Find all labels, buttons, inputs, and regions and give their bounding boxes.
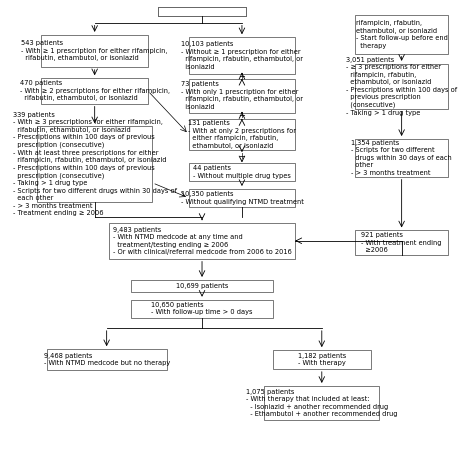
Text: 339 patients
- With ≥ 3 prescriptions for either rifampicin,
  rifabutin, ethamb: 339 patients - With ≥ 3 prescriptions fo… xyxy=(13,112,177,216)
FancyBboxPatch shape xyxy=(131,280,273,292)
Text: +: + xyxy=(238,152,246,161)
FancyBboxPatch shape xyxy=(41,78,148,104)
Text: 10,350 patients
- Without qualifying NTMD treatment: 10,350 patients - Without qualifying NTM… xyxy=(181,191,303,205)
FancyBboxPatch shape xyxy=(109,223,295,259)
FancyBboxPatch shape xyxy=(37,126,152,201)
FancyBboxPatch shape xyxy=(273,350,371,369)
Text: 44 patients
- Without multiple drug types: 44 patients - Without multiple drug type… xyxy=(193,165,291,179)
Text: 3,051 patients
- ≥ 3 prescriptions for either
  rifampicin, rfabutin,
  ethambut: 3,051 patients - ≥ 3 prescriptions for e… xyxy=(346,57,457,116)
Text: +: + xyxy=(238,111,246,120)
Text: 1,075 patients
- With therapy that included at least:
  - Isoniazid + another re: 1,075 patients - With therapy that inclu… xyxy=(246,389,398,417)
FancyBboxPatch shape xyxy=(189,163,295,182)
FancyBboxPatch shape xyxy=(41,35,148,67)
FancyBboxPatch shape xyxy=(355,64,448,109)
Text: 9,468 patients
- With NTMD medcode but no therapy: 9,468 patients - With NTMD medcode but n… xyxy=(44,353,170,366)
Text: 10,650 patients
- With follow-up time > 0 days: 10,650 patients - With follow-up time > … xyxy=(151,302,253,315)
FancyBboxPatch shape xyxy=(47,349,166,370)
Text: 543 patients
- With ≥ 1 prescription for either rifampicin,
  rifabutin, ethambu: 543 patients - With ≥ 1 prescription for… xyxy=(21,40,168,61)
FancyBboxPatch shape xyxy=(131,300,273,318)
FancyBboxPatch shape xyxy=(189,37,295,74)
Text: +: + xyxy=(238,72,246,81)
FancyBboxPatch shape xyxy=(264,386,380,420)
Text: 73 patients
- With only 1 prescription for either
  rifampicin, rfabutin, ethamb: 73 patients - With only 1 prescription f… xyxy=(181,82,303,110)
Text: 1,182 patients
- With therapy: 1,182 patients - With therapy xyxy=(298,353,346,366)
FancyBboxPatch shape xyxy=(189,119,295,150)
FancyBboxPatch shape xyxy=(355,139,448,177)
FancyBboxPatch shape xyxy=(158,7,246,17)
Text: rifampicin, rfabutin,
ethambutol, or isoniazid
- Start follow-up before end
  th: rifampicin, rfabutin, ethambutol, or iso… xyxy=(356,20,447,49)
FancyBboxPatch shape xyxy=(189,189,295,207)
FancyBboxPatch shape xyxy=(355,230,448,255)
Text: 131 patients
- With at only 2 prescriptions for
  either rfampicin, rfabutin,
  : 131 patients - With at only 2 prescripti… xyxy=(188,120,296,148)
FancyBboxPatch shape xyxy=(355,15,448,54)
Text: 470 patients
- With ≥ 2 prescriptions for either rifampicin,
  rifabutin, ethamb: 470 patients - With ≥ 2 prescriptions fo… xyxy=(20,81,170,101)
FancyBboxPatch shape xyxy=(158,7,246,17)
Text: 921 patients
- With treatment ending
  ≥2006: 921 patients - With treatment ending ≥20… xyxy=(361,232,442,253)
Text: 9,483 patients
- With NTMD medcode at any time and
  treatment/testing ending ≥ : 9,483 patients - With NTMD medcode at an… xyxy=(113,227,292,255)
Text: 1,354 patients
- Scripts for two different
  drugs within 30 days of each
  othe: 1,354 patients - Scripts for two differe… xyxy=(351,140,452,176)
FancyBboxPatch shape xyxy=(189,79,295,113)
Text: 10,103 patients
- Without ≥ 1 prescription for either
  rifampicin, rfabutin, et: 10,103 patients - Without ≥ 1 prescripti… xyxy=(181,41,303,70)
Text: 10,699 patients: 10,699 patients xyxy=(176,283,228,289)
